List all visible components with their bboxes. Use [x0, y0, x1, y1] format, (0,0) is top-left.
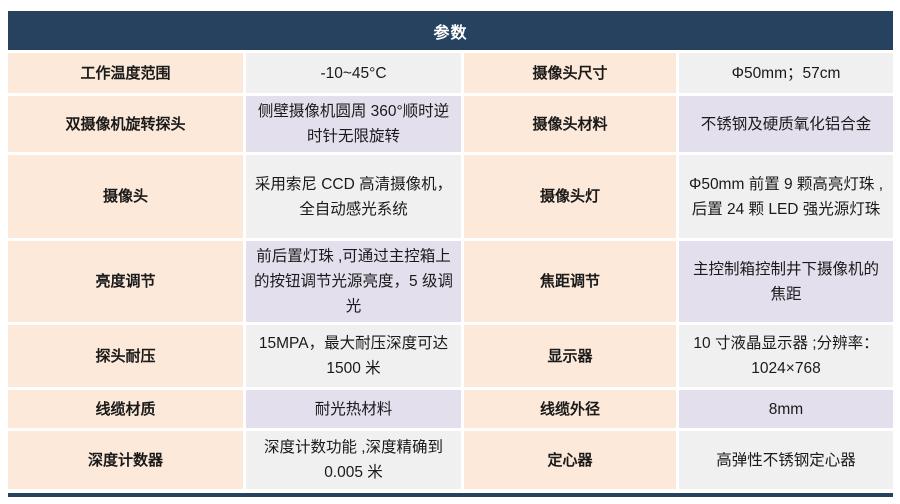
- spec-value: 8mm: [768, 400, 804, 418]
- spec-value: -10~45°C: [320, 64, 387, 82]
- spec-value-cell: 10 寸液晶显示器 ;分辨率：1024×768: [679, 325, 893, 387]
- table-row: 线缆材质 耐光热材料 线缆外径 8mm: [8, 390, 893, 428]
- spec-value: 不锈钢及硬质氧化铝合金: [700, 115, 872, 133]
- spec-label: 定心器: [547, 451, 593, 469]
- spec-label: 显示器: [547, 347, 593, 365]
- spec-value-cell: 高弹性不锈钢定心器: [679, 431, 893, 489]
- spec-value: 主控制箱控制井下摄像机的焦距: [692, 260, 879, 303]
- table-row: 双摄像机旋转探头 侧壁摄像机圆周 360°顺时逆时针无限旋转 摄像头材料 不锈钢…: [8, 96, 893, 152]
- spec-label-cell: 深度计数器: [8, 431, 243, 489]
- spec-label-cell: 摄像头尺寸: [464, 53, 676, 93]
- spec-value-cell: 主控制箱控制井下摄像机的焦距: [679, 241, 893, 322]
- spec-label-cell: 亮度调节: [8, 241, 243, 322]
- spec-value: 侧壁摄像机圆周 360°顺时逆时针无限旋转: [257, 103, 450, 145]
- spec-label-cell: 定心器: [464, 431, 676, 489]
- table-row: 摄像头 采用索尼 CCD 高清摄像机，全自动感光系统 摄像头灯 Φ50mm 前置…: [8, 155, 893, 238]
- table-row: 探头耐压 15MPA，最大耐压深度可达 1500 米 显示器 10 寸液晶显示器…: [8, 325, 893, 387]
- spec-label: 工作温度范围: [80, 64, 171, 82]
- spec-label: 线缆外径: [539, 400, 600, 418]
- spec-label-cell: 线缆外径: [464, 390, 676, 428]
- table-body: 工作温度范围 -10~45°C 摄像头尺寸 Φ50mm；57cm 双摄像机旋转探…: [8, 53, 893, 489]
- spec-value-cell: 前后置灯珠 ,可通过主控箱上的按钮调节光源亮度，5 级调光: [246, 241, 461, 322]
- spec-value: 采用索尼 CCD 高清摄像机，全自动感光系统: [254, 175, 453, 218]
- spec-value: Φ50mm 前置 9 颗高亮灯珠 ,后置 24 颗 LED 强光源灯珠: [688, 175, 884, 218]
- spec-value-cell: 耐光热材料: [246, 390, 461, 428]
- spec-label: 亮度调节: [95, 273, 156, 290]
- spec-value: 前后置灯珠 ,可通过主控箱上的按钮调节光源亮度，5 级调光: [254, 248, 453, 315]
- table-row: 亮度调节 前后置灯珠 ,可通过主控箱上的按钮调节光源亮度，5 级调光 焦距调节 …: [8, 241, 893, 322]
- spec-label: 摄像头尺寸: [532, 64, 608, 82]
- spec-value-cell: 侧壁摄像机圆周 360°顺时逆时针无限旋转: [246, 96, 461, 152]
- spec-value-cell: 采用索尼 CCD 高清摄像机，全自动感光系统: [246, 155, 461, 238]
- table-title: 参数: [433, 24, 468, 42]
- spec-value: 15MPA，最大耐压深度可达 1500 米: [258, 335, 449, 377]
- spec-label-cell: 摄像头灯: [464, 155, 676, 238]
- spec-label: 线缆材质: [95, 400, 156, 418]
- spec-label-cell: 焦距调节: [464, 241, 676, 322]
- spec-value-cell: 8mm: [679, 390, 893, 428]
- table-row: 深度计数器 深度计数功能 ,深度精确到 0.005 米 定心器 高弹性不锈钢定心…: [8, 431, 893, 489]
- spec-label-cell: 摄像头材料: [464, 96, 676, 152]
- spec-label-cell: 工作温度范围: [8, 53, 243, 93]
- spec-value-cell: 15MPA，最大耐压深度可达 1500 米: [246, 325, 461, 387]
- spec-value: 耐光热材料: [314, 400, 393, 418]
- spec-label-cell: 线缆材质: [8, 390, 243, 428]
- spec-label: 摄像头材料: [532, 115, 608, 133]
- spec-value: 10 寸液晶显示器 ;分辨率：1024×768: [693, 335, 879, 377]
- spec-label-cell: 双摄像机旋转探头: [8, 96, 243, 152]
- spec-value: 高弹性不锈钢定心器: [716, 451, 856, 469]
- spec-label: 摄像头: [102, 188, 148, 205]
- table-bottom-border: [8, 493, 893, 497]
- spec-value: Φ50mm；57cm: [731, 64, 841, 82]
- spec-value-cell: 深度计数功能 ,深度精确到 0.005 米: [246, 431, 461, 489]
- table-row: 工作温度范围 -10~45°C 摄像头尺寸 Φ50mm；57cm: [8, 53, 893, 93]
- spec-label: 摄像头灯: [539, 188, 600, 205]
- spec-label: 焦距调节: [539, 273, 600, 290]
- spec-value-cell: Φ50mm；57cm: [679, 53, 893, 93]
- spec-value-cell: Φ50mm 前置 9 颗高亮灯珠 ,后置 24 颗 LED 强光源灯珠: [679, 155, 893, 238]
- spec-table: 参数 工作温度范围 -10~45°C 摄像头尺寸 Φ50mm；57cm 双摄像机…: [8, 11, 893, 497]
- spec-label-cell: 显示器: [464, 325, 676, 387]
- spec-label: 深度计数器: [87, 451, 163, 469]
- spec-label-cell: 探头耐压: [8, 325, 243, 387]
- spec-value: 深度计数功能 ,深度精确到 0.005 米: [263, 439, 444, 481]
- spec-value-cell: 不锈钢及硬质氧化铝合金: [679, 96, 893, 152]
- spec-value-cell: -10~45°C: [246, 53, 461, 93]
- spec-label: 双摄像机旋转探头: [65, 115, 186, 133]
- spec-label-cell: 摄像头: [8, 155, 243, 238]
- table-header: 参数: [8, 11, 893, 50]
- spec-label: 探头耐压: [95, 347, 156, 365]
